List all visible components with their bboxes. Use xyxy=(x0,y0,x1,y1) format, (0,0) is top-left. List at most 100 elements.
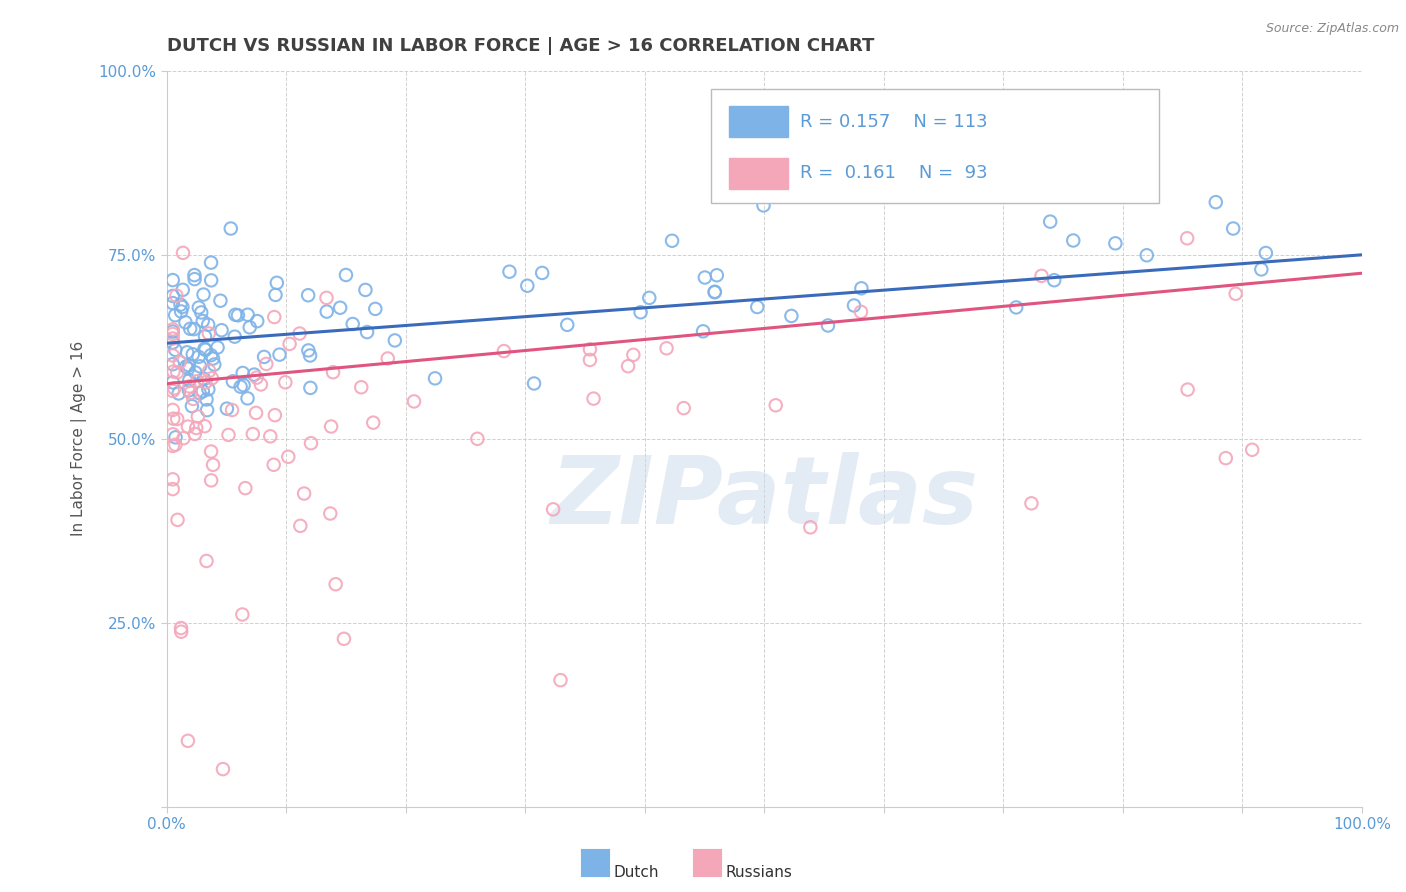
Point xyxy=(550,673,572,688)
Point xyxy=(849,305,872,319)
Point xyxy=(1062,234,1084,248)
Point xyxy=(233,481,256,495)
Point xyxy=(165,430,187,444)
Point xyxy=(1104,236,1126,251)
Point xyxy=(315,304,337,318)
Point xyxy=(166,513,188,527)
Point xyxy=(246,314,269,328)
Point xyxy=(165,343,187,357)
Point xyxy=(253,350,276,364)
Point xyxy=(325,577,347,591)
Point xyxy=(364,301,387,316)
Text: Russians: Russians xyxy=(725,865,793,880)
Point xyxy=(211,323,233,337)
Point xyxy=(377,351,399,366)
Point xyxy=(200,474,222,488)
FancyBboxPatch shape xyxy=(728,106,789,137)
Point xyxy=(817,318,839,333)
Point xyxy=(162,322,184,336)
Point xyxy=(232,366,254,380)
Point xyxy=(851,281,873,295)
Point xyxy=(188,359,211,374)
Point xyxy=(162,326,184,341)
Point xyxy=(350,380,373,394)
Point xyxy=(254,357,277,371)
Point xyxy=(1222,221,1244,235)
Point xyxy=(177,734,200,748)
Point xyxy=(222,375,245,389)
Point xyxy=(555,318,578,332)
Point xyxy=(174,315,197,329)
Point xyxy=(169,298,191,312)
Point xyxy=(384,334,406,348)
Point xyxy=(579,343,602,357)
Point xyxy=(188,386,211,401)
Point xyxy=(209,293,232,308)
Point xyxy=(842,298,865,312)
Point xyxy=(354,283,377,297)
Point xyxy=(198,364,221,378)
Point xyxy=(181,392,204,406)
Point xyxy=(207,341,229,355)
Point xyxy=(170,304,193,318)
Point xyxy=(1136,248,1159,262)
Point xyxy=(655,341,678,355)
Point xyxy=(176,345,198,359)
Point xyxy=(335,268,357,282)
Point xyxy=(277,450,299,464)
Point xyxy=(177,358,200,372)
Point xyxy=(292,486,315,500)
Point xyxy=(173,431,195,445)
Point xyxy=(193,287,215,301)
Point xyxy=(1043,273,1066,287)
Point xyxy=(165,438,187,452)
Point xyxy=(523,376,546,391)
Point xyxy=(467,432,489,446)
Point xyxy=(780,309,803,323)
Point xyxy=(1225,286,1247,301)
Point xyxy=(278,337,301,351)
Point xyxy=(297,288,319,302)
Point xyxy=(765,398,787,412)
Point xyxy=(322,365,344,379)
Point xyxy=(197,382,219,396)
Point xyxy=(201,371,224,385)
Point xyxy=(274,376,297,390)
Point xyxy=(617,359,640,374)
Point xyxy=(361,416,384,430)
Point xyxy=(162,325,184,339)
Point xyxy=(226,308,249,322)
Text: R = 0.157    N = 113: R = 0.157 N = 113 xyxy=(800,112,988,130)
Point xyxy=(402,394,425,409)
Point xyxy=(162,482,184,496)
Point xyxy=(747,300,769,314)
Point xyxy=(162,403,184,417)
Point xyxy=(191,314,214,328)
Point xyxy=(193,342,215,356)
Point xyxy=(582,392,605,406)
Point xyxy=(531,266,554,280)
Point xyxy=(180,385,202,400)
Text: DUTCH VS RUSSIAN IN LABOR FORCE | AGE > 16 CORRELATION CHART: DUTCH VS RUSSIAN IN LABOR FORCE | AGE > … xyxy=(167,37,875,55)
Point xyxy=(179,379,201,393)
Point xyxy=(319,507,342,521)
Point xyxy=(215,401,238,416)
Point xyxy=(177,419,200,434)
Point xyxy=(172,283,194,297)
Point xyxy=(239,320,262,334)
Point xyxy=(1005,301,1028,315)
Point xyxy=(194,376,217,390)
Point xyxy=(190,305,212,319)
Point xyxy=(269,348,291,362)
Point xyxy=(177,361,200,376)
Point xyxy=(1177,383,1199,397)
Point xyxy=(162,349,184,363)
Point xyxy=(492,344,515,359)
Point xyxy=(165,308,187,322)
Point xyxy=(170,624,193,639)
Point xyxy=(299,381,322,395)
Point xyxy=(195,392,218,407)
Point xyxy=(183,268,205,282)
Point xyxy=(187,350,209,364)
Point xyxy=(177,384,200,398)
